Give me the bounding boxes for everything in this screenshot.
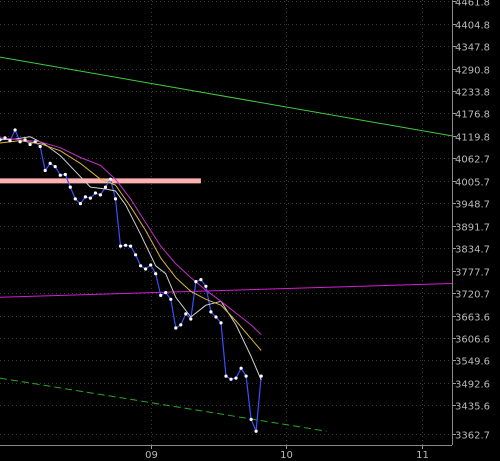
price-point <box>3 136 7 140</box>
price-point <box>199 278 203 282</box>
y-tick-label: 3948.7 <box>455 200 490 211</box>
price-point <box>23 138 27 142</box>
x-tick-label: 10 <box>280 450 293 461</box>
price-point <box>73 197 77 201</box>
price-point <box>224 374 228 378</box>
price-point <box>144 267 148 271</box>
y-tick-label: 4119.8 <box>455 133 490 144</box>
price-point <box>139 264 143 268</box>
grid <box>0 0 452 445</box>
y-tick-label: 4347.8 <box>455 43 490 54</box>
price-point <box>118 244 123 248</box>
price-point <box>68 185 72 189</box>
price-point <box>113 197 118 201</box>
series-lines <box>0 129 262 432</box>
price-point <box>38 144 42 149</box>
y-tick-label: 4461.8 <box>455 0 490 9</box>
y-tick-label: 4233.8 <box>455 88 490 99</box>
price-point <box>214 315 218 319</box>
price-point <box>98 193 102 197</box>
series-ma-short <box>0 136 262 381</box>
price-point <box>194 280 198 284</box>
x-tick-label: 09 <box>145 450 158 461</box>
price-point <box>184 312 188 316</box>
y-tick-label: 4404.8 <box>455 21 490 32</box>
y-tick-label: 3492.6 <box>455 380 490 391</box>
price-point <box>234 376 238 380</box>
price-point <box>149 263 153 267</box>
series-ma-mid <box>0 140 262 351</box>
price-point <box>179 323 183 327</box>
price-point <box>33 140 37 144</box>
price-point <box>43 168 47 173</box>
price-point <box>219 321 223 325</box>
price-point <box>169 297 173 301</box>
y-tick-label: 3663.6 <box>455 313 490 324</box>
y-tick-label: 3834.7 <box>455 245 490 256</box>
series-trend-green-dashed <box>0 377 327 432</box>
price-point <box>28 142 32 147</box>
x-tick-label: 11 <box>416 450 429 461</box>
price-point <box>103 185 108 189</box>
y-tick-label: 3777.7 <box>455 268 490 279</box>
reference-lines <box>0 56 453 432</box>
series-trend-green <box>0 56 453 137</box>
y-tick-label: 3720.7 <box>455 290 490 301</box>
series-ma-long <box>0 137 262 336</box>
price-point <box>204 284 208 288</box>
price-point <box>124 243 128 247</box>
price-point <box>13 128 17 132</box>
price-point <box>129 244 133 248</box>
price-point <box>174 326 178 330</box>
y-tick-label: 3362.7 <box>455 431 490 442</box>
price-point <box>159 293 163 297</box>
price-point <box>63 172 67 177</box>
y-tick-label: 3435.6 <box>455 402 490 413</box>
price-point <box>0 138 2 142</box>
price-point <box>58 173 62 177</box>
price-point <box>134 253 138 257</box>
y-tick-label: 3891.7 <box>455 223 490 234</box>
y-tick-label: 4176.8 <box>455 110 490 121</box>
price-point <box>108 177 113 181</box>
price-point <box>244 374 248 378</box>
price-markers <box>0 128 263 433</box>
y-tick-label: 3549.6 <box>455 357 490 368</box>
price-point <box>259 374 263 378</box>
price-point <box>239 366 243 370</box>
y-tick-label: 4290.8 <box>455 66 490 77</box>
price-point <box>189 317 193 321</box>
price-point <box>53 165 57 169</box>
price-point <box>93 191 97 195</box>
price-point <box>83 195 87 199</box>
price-point <box>78 202 82 206</box>
price-point <box>209 310 213 314</box>
price-point <box>229 377 233 381</box>
series-trend-magenta <box>0 283 453 298</box>
price-point <box>249 417 253 421</box>
price-point <box>8 139 12 143</box>
price-point <box>254 429 258 433</box>
price-point <box>18 140 22 144</box>
y-tick-label: 4005.7 <box>455 178 490 189</box>
price-point <box>48 161 52 165</box>
y-tick-label: 3606.6 <box>455 335 490 346</box>
series-price <box>0 129 262 432</box>
y-tick-label: 4062.7 <box>455 155 490 166</box>
price-point <box>154 272 158 276</box>
price-point <box>88 196 92 200</box>
price-point <box>164 291 168 295</box>
